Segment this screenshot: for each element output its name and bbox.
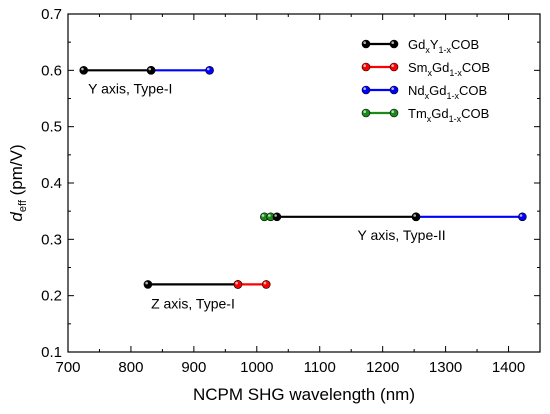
legend-entry: GdxY1-xCOB [361,37,479,55]
legend-marker-left-highlight [363,87,367,90]
legend-label-sub2: 1-x [446,91,459,101]
legend-marker-right [389,108,399,118]
data-point [261,280,271,289]
legend-entry: TmxGd1-xCOB [361,106,489,124]
legend-marker-left-highlight [363,41,367,44]
legend-marker-right-highlight [391,87,395,90]
y-axis-label-subscript: eff [17,199,29,212]
x-tick-label: 1200 [366,359,399,376]
y-tick-label: 0.5 [41,119,62,136]
legend-marker-right-highlight [391,110,395,113]
data-point [79,66,89,75]
data-point-highlight [519,214,523,217]
legend-label-sub1: x [427,114,432,124]
data-point [411,212,421,222]
legend-marker-left-highlight [363,64,367,67]
legend-label-element2: Y [430,37,439,52]
legend-entry: NdxGd1-xCOB [361,83,487,101]
series-gd [79,66,421,289]
data-point-highlight [261,214,265,217]
data-point [143,280,153,289]
annotation: Y axis, Type-I [88,80,172,96]
legend-marker-right-highlight [391,64,395,67]
legend-label-element1: Nd [408,83,425,98]
legend-label-element2: Gd [432,60,449,75]
x-tick-label: 1400 [492,359,525,376]
y-axis-label-unit: (pm/V) [7,144,26,200]
data-point [518,212,527,222]
x-tick-label: 1000 [240,359,273,376]
legend-label-sub2: 1-x [439,45,452,55]
legend-label-element1: Tm [408,106,427,121]
data-point-highlight [145,281,148,285]
y-tick-label: 0.7 [41,6,62,23]
legend-label-suffix: COB [461,106,489,121]
y-tick-label: 0.3 [41,231,62,248]
legend-marker-left [361,39,371,49]
legend: GdxY1-xCOBSmxGd1-xCOBNdxGd1-xCOBTmxGd1-x… [361,37,490,124]
axes: 700 800 900 1000 1100 1200 1300 1400 0.1 0.2 0.3 0.… [7,6,541,404]
legend-label-sub1: x [428,68,433,78]
legend-label-sub1: x [425,45,430,55]
x-tick-label: 1300 [429,359,462,376]
data-point [233,280,243,289]
legend-label-suffix: COB [451,37,479,52]
legend-label-sub2: 1-x [449,114,462,124]
annotation: Y axis, Type-II [357,227,445,243]
data-point [205,66,214,75]
legend-label-sub1: x [425,91,430,101]
data-point-highlight [274,214,277,217]
legend-entry: SmxGd1-xCOB [361,60,490,78]
data-point-highlight [81,67,84,71]
legend-label-suffix: COB [459,83,487,98]
legend-label: TmxGd1-xCOB [408,106,489,124]
y-tick-label: 0.1 [41,344,62,361]
series-tm [260,212,275,222]
data-point [146,66,156,75]
legend-marker-right [389,39,399,49]
series-sm [233,280,271,289]
y-tick-label: 0.2 [41,288,62,305]
legend-label-suffix: COB [462,60,490,75]
data-point [272,212,282,222]
x-tick-label: 1100 [304,359,336,376]
data-point-highlight [148,67,152,71]
data-point-highlight [263,281,267,285]
data-point-highlight [207,67,210,71]
data-point-highlight [235,281,238,285]
annotation: Z axis, Type-I [151,296,235,312]
legend-marker-left-highlight [363,110,367,113]
legend-label-element2: Gd [431,106,448,121]
y-tick-label: 0.6 [41,62,62,79]
legend-marker-left [361,85,371,95]
legend-label: NdxGd1-xCOB [408,83,487,101]
legend-marker-left [361,108,371,118]
legend-label-element2: Gd [429,83,446,98]
y-axis-label-symbol: d [7,212,26,222]
legend-label-element1: Sm [408,60,428,75]
x-tick-label: 900 [181,359,206,376]
legend-marker-right [389,62,399,72]
data-point-highlight [413,214,417,217]
legend-marker-left [361,62,371,72]
x-axis-label: NCPM SHG wavelength (nm) [193,385,415,404]
x-tick-label: 800 [118,359,143,376]
legend-label: GdxY1-xCOB [408,37,479,55]
legend-label-element1: Gd [408,37,425,52]
data-point-highlight [268,214,271,217]
x-tick-label: 700 [55,359,80,376]
y-tick-label: 0.4 [41,175,62,192]
legend-marker-right-highlight [391,41,395,44]
plot-area: Y axis, Type-I Y axis, Type-II Z axis, Typ… [79,66,527,312]
legend-label-sub2: 1-x [449,68,462,78]
legend-marker-right [389,85,399,95]
y-axis-label: deff (pm/V) [7,144,29,221]
legend-label: SmxGd1-xCOB [408,60,490,78]
